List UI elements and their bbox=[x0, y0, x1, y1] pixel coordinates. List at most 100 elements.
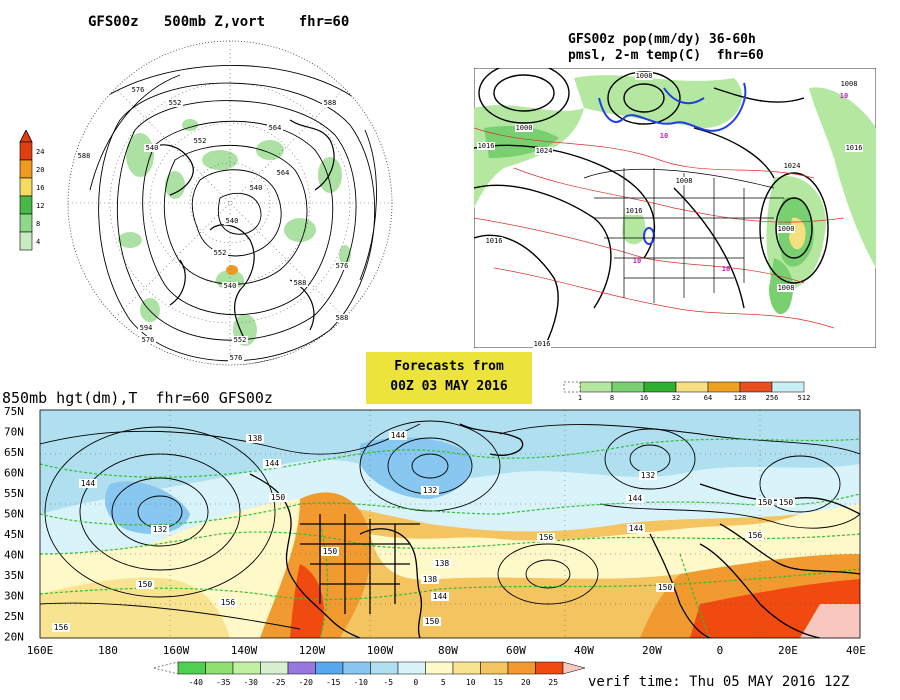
isobar-label: 1024 bbox=[536, 147, 553, 155]
precip-colorbar-box bbox=[771, 381, 805, 393]
longitude-label: 60W bbox=[506, 644, 526, 657]
contour-label-850: 144 bbox=[81, 479, 96, 488]
panel-precip-title-2: pmsl, 2-m temp(C) fhr=60 bbox=[568, 48, 764, 63]
latitude-label: 50N bbox=[4, 508, 24, 521]
temp-colorbar-over bbox=[562, 661, 586, 675]
contour-label-850: 156 bbox=[748, 531, 763, 540]
precip-colorbar-tick: 8 bbox=[610, 394, 614, 402]
longitude-label: 20W bbox=[642, 644, 662, 657]
vort-colorbar-box bbox=[19, 195, 33, 215]
contour-label-850-bg bbox=[151, 525, 169, 534]
latitude-label: 20N bbox=[4, 631, 24, 644]
polar-contour-label: 594 bbox=[140, 324, 153, 332]
temp-label: 10 bbox=[722, 265, 730, 273]
vort-colorbar-box bbox=[19, 141, 33, 161]
contour-label-850-bg bbox=[423, 617, 441, 626]
precip-colorbar: 1 8 16 32 64 128 256 512 bbox=[563, 381, 810, 402]
contour-label-850-bg bbox=[433, 559, 451, 568]
isobar-label: 1000 bbox=[516, 124, 533, 132]
isobar-label-bg bbox=[625, 207, 643, 215]
polar-contour-label: 588 bbox=[78, 152, 91, 160]
contour-label-850: 138 bbox=[248, 434, 263, 443]
polar-label-bg bbox=[334, 262, 350, 270]
panel-500mb-title: GFS00z 500mb Z,vort fhr=60 bbox=[88, 14, 350, 30]
contour-label-850: 138 bbox=[423, 575, 438, 584]
latitude-label: 40N bbox=[4, 549, 24, 562]
polar-contour-label: 552 bbox=[234, 336, 247, 344]
precip-shading bbox=[474, 75, 876, 315]
panel-850mb-title: 850mb hgt(dm),T fhr=60 GFS00z bbox=[2, 389, 273, 407]
polar-contour-label: 576 bbox=[230, 354, 243, 362]
contour-label-850-bg bbox=[219, 598, 237, 607]
polar-grid bbox=[68, 41, 392, 365]
isobar-label: 1008 bbox=[676, 177, 693, 185]
panel-precip-title-1: GFS00z pop(mm/dy) 36-60h bbox=[568, 32, 756, 47]
temp-colorbar-box bbox=[397, 661, 426, 675]
precip-colorbar-tick: 128 bbox=[734, 394, 747, 402]
precip-colorbar-box bbox=[739, 381, 773, 393]
polar-contour-label: 540 bbox=[224, 282, 237, 290]
latitude-label: 55N bbox=[4, 487, 24, 500]
longitude-label: 180 bbox=[98, 644, 118, 657]
temp-colorbar-tick: -35 bbox=[216, 678, 231, 687]
height-contours bbox=[89, 65, 377, 365]
isobar-label-bg bbox=[635, 72, 653, 80]
isobar-label: 1008 bbox=[636, 72, 653, 80]
precip-colorbar-ticks: 1 8 16 32 64 128 256 512 bbox=[578, 394, 810, 402]
temp-label: 10 bbox=[840, 92, 848, 100]
longitude-label: 80W bbox=[438, 644, 458, 657]
contour-label-850: 132 bbox=[153, 525, 168, 534]
polar-label-bg bbox=[334, 314, 350, 322]
temp-colorbar-tick: -20 bbox=[299, 678, 314, 687]
contour-label-850-bg bbox=[627, 524, 645, 533]
map-precip-pmsl: 1000 1008 1016 1024 1008 1016 1008 1016 1000 1008… bbox=[474, 68, 876, 348]
polar-label-bg bbox=[192, 137, 208, 145]
temp-colorbar-tick: -30 bbox=[244, 678, 259, 687]
temp-colorbar-box bbox=[452, 661, 481, 675]
polar-boundary bbox=[67, 40, 393, 366]
isobar-label-bg bbox=[485, 237, 503, 245]
precip-colorbar-tick: 32 bbox=[672, 394, 680, 402]
precip-colorbar-boxes bbox=[563, 381, 805, 393]
isobar-label: 1016 bbox=[626, 207, 643, 215]
contour-label-850-bg bbox=[656, 583, 674, 592]
temp-colorbar-box bbox=[287, 661, 316, 675]
isobar-label-bg bbox=[845, 144, 863, 152]
precip-colorbar-tick: 64 bbox=[704, 394, 712, 402]
isobar-label: 1016 bbox=[486, 237, 503, 245]
temperature-colorbar: -40 -35 -30 -25 -20 -15 -10 -5 0 5 10 15 20 25 bbox=[153, 661, 586, 687]
isobar-label: 1008 bbox=[778, 284, 795, 292]
height-contours-850 bbox=[40, 420, 860, 630]
precip-colorbar-box bbox=[611, 381, 645, 393]
contour-label-850-bg bbox=[746, 531, 764, 540]
contour-label-850-bg bbox=[421, 486, 439, 495]
polar-contour-label: 564 bbox=[277, 169, 290, 177]
contour-label-850-bg bbox=[389, 431, 407, 440]
isobar-label-bg bbox=[533, 340, 551, 348]
vort-colorbar-tick: 20 bbox=[36, 166, 44, 174]
polar-label-bg bbox=[224, 217, 240, 225]
longitude-label: 120W bbox=[299, 644, 326, 657]
polar-label-bg bbox=[144, 144, 160, 152]
polar-contour-label: 540 bbox=[226, 217, 239, 225]
temp-colorbar-tick: -25 bbox=[271, 678, 286, 687]
longitude-label: 160W bbox=[163, 644, 190, 657]
polar-label-bg bbox=[248, 184, 264, 192]
longitude-label: 40E bbox=[846, 644, 866, 657]
vort-colorbar-box bbox=[19, 177, 33, 197]
precip-map-labels: 1000 1008 1016 1024 1008 1016 1008 1016 1000 1008… bbox=[477, 72, 863, 348]
isobar-label: 1016 bbox=[846, 144, 863, 152]
temp-colorbar-box bbox=[232, 661, 261, 675]
polar-label-bg bbox=[140, 336, 156, 344]
contour-label-850: 144 bbox=[629, 524, 644, 533]
verif-time: verif time: Thu 05 MAY 2016 12Z bbox=[588, 674, 850, 690]
vorticity-colorbar: 24 20 16 12 8 4 bbox=[19, 130, 44, 251]
temp-colorbar-box bbox=[177, 661, 206, 675]
polar-contour-label: 552 bbox=[169, 99, 182, 107]
contour-label-850: 144 bbox=[628, 494, 643, 503]
latitude-label: 75N bbox=[4, 405, 24, 418]
temp-colorbar-box bbox=[315, 661, 344, 675]
temp-colorbar-box bbox=[205, 661, 234, 675]
map-500mb-polar: 576 552 588 564 540 552 564 540 540 552 588 576 588 5… bbox=[67, 40, 393, 366]
longitude-label: 20E bbox=[778, 644, 798, 657]
